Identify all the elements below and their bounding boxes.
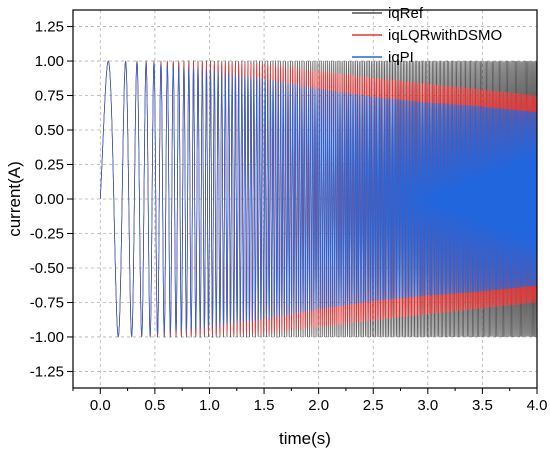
- tick-labels: 0.0 0.5 1.0 1.5 2.0 2.5 3.0 3.5 4.0 1.25 1.00 0.75 0…: [30, 19, 548, 414]
- x-tick-label: 4.0: [527, 397, 548, 414]
- y-tick-label: -0.75: [30, 294, 64, 311]
- x-tick-label: 3.5: [472, 397, 493, 414]
- y-tick-label: 1.00: [35, 53, 64, 70]
- legend-label-iqRef: iqRef: [388, 5, 424, 22]
- legend-label-iqLQRwithDSMO: iqLQRwithDSMO: [388, 27, 502, 44]
- y-tick-label: 1.25: [35, 19, 64, 36]
- y-tick-label: -1.00: [30, 329, 64, 346]
- y-tick-label: 0.50: [35, 122, 64, 139]
- y-tick-label: -1.25: [30, 363, 64, 380]
- x-tick-label: 0.5: [144, 397, 165, 414]
- x-tick-label: 0.0: [90, 397, 111, 414]
- axes: [67, 9, 538, 394]
- x-tick-label: 3.0: [417, 397, 438, 414]
- x-tick-label: 1.5: [254, 397, 275, 414]
- x-tick-label: 2.5: [363, 397, 384, 414]
- x-tick-label: 2.0: [308, 397, 329, 414]
- y-tick-label: 0.25: [35, 157, 64, 174]
- legend: iqRef iqLQRwithDSMO iqPI: [352, 5, 502, 66]
- x-tick-label: 1.0: [199, 397, 220, 414]
- x-axis-title: time(s): [279, 429, 331, 448]
- y-tick-label: -0.25: [30, 225, 64, 242]
- y-tick-label: 0.00: [35, 191, 64, 208]
- data-series: [99, 59, 537, 339]
- y-tick-label: -0.50: [30, 260, 64, 277]
- y-axis-title: current(A): [5, 161, 24, 237]
- series-line-iqPI: [99, 61, 537, 337]
- y-tick-label: 0.75: [35, 88, 64, 105]
- legend-label-iqPI: iqPI: [388, 49, 414, 66]
